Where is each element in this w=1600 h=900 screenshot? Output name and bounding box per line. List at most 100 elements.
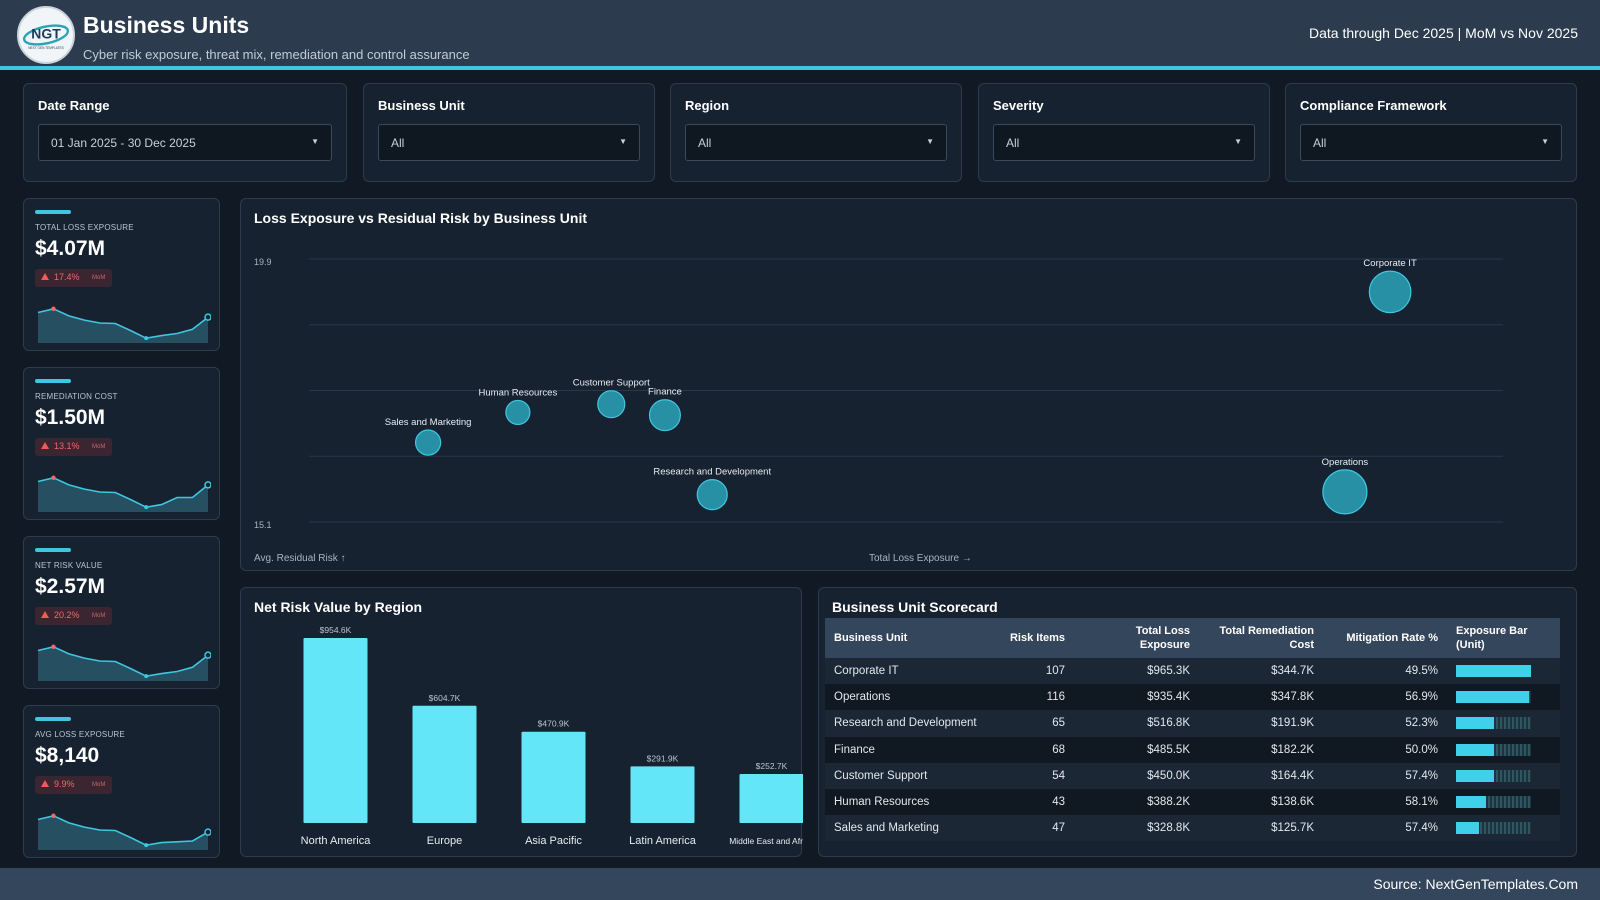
footer-bar: Source: NextGenTemplates.Com [0, 868, 1600, 900]
sparkline-area [38, 308, 208, 343]
kpi-delta-value: 20.2% [54, 610, 80, 620]
column-header[interactable]: Total Remediation Cost [1199, 618, 1323, 658]
cell-remediation-cost: $138.6K [1199, 788, 1323, 816]
kpi-delta-value: 9.9% [54, 779, 75, 789]
kpi-value: $8,140 [35, 744, 100, 767]
bar[interactable] [630, 766, 695, 823]
header-accent-line [0, 66, 1600, 70]
table-row[interactable]: Customer Support 54 $450.0K $164.4K 57.4% [825, 762, 1560, 789]
table-row[interactable]: Research and Development 65 $516.8K $191.9K… [825, 710, 1560, 737]
bar[interactable] [739, 774, 804, 823]
region-dropdown[interactable]: All ▼ [685, 124, 947, 161]
filter-date-range: Date Range 01 Jan 2025 - 30 Dec 2025 ▼ [23, 83, 347, 182]
column-header[interactable]: Exposure Bar (Unit) [1447, 618, 1560, 658]
cell-risk-items: 68 [997, 736, 1074, 763]
filter-compliance-framework: Compliance Framework All ▼ [1285, 83, 1577, 182]
bubble-point[interactable] [648, 399, 681, 432]
y-axis-label: Avg. Residual Risk ↑ [254, 553, 346, 564]
sparkline-low-marker [144, 505, 149, 510]
filter-label: Date Range [38, 98, 110, 113]
table-row[interactable]: Finance 68 $485.5K $182.2K 50.0% [825, 736, 1560, 763]
table-row[interactable]: Human Resources 43 $388.2K $138.6K 58.1% [825, 788, 1560, 816]
table-row[interactable]: Corporate IT 107 $965.3K $344.7K 49.5% [825, 658, 1560, 685]
bubble-point[interactable] [1322, 469, 1368, 515]
column-header[interactable]: Risk Items [997, 618, 1074, 658]
sparkline-line [37, 476, 209, 509]
bar[interactable] [521, 731, 586, 823]
cell-total-loss: $450.0K [1074, 762, 1199, 789]
kpi-sparkline [37, 644, 211, 681]
exposure-bar [1456, 743, 1531, 756]
kpi-delta-label: MoM [92, 613, 106, 619]
kpi-card-avg-loss-exposure: AVG LOSS EXPOSURE $8,140 9.9% MoM [23, 705, 220, 858]
kpi-accent-bar [35, 548, 71, 552]
cell-mitigation-rate: 52.3% [1323, 710, 1447, 737]
cell-total-loss: $965.3K [1074, 658, 1199, 685]
scorecard-table: Business Unit Risk Items Total Loss Expo… [825, 618, 1560, 842]
table-row[interactable]: Sales and Marketing 47 $328.8K $125.7K 57.4% [825, 815, 1560, 842]
column-header[interactable]: Mitigation Rate % [1323, 618, 1447, 658]
kpi-delta-badge: 20.2% MoM [35, 607, 112, 625]
filter-label: Region [685, 98, 730, 113]
cell-mitigation-rate: 57.4% [1323, 815, 1447, 842]
bubble-point[interactable] [597, 390, 626, 419]
cell-total-loss: $516.8K [1074, 710, 1199, 737]
exposure-bar-fill [1456, 743, 1494, 756]
arrow-up-icon [41, 780, 49, 787]
arrow-up-icon [41, 273, 49, 280]
scorecard-title: Business Unit Scorecard [832, 599, 998, 615]
sparkline-end-marker [204, 313, 211, 321]
column-header[interactable]: Business Unit [825, 618, 997, 658]
column-header[interactable]: Total Loss Exposure [1074, 618, 1199, 658]
kpi-label: TOTAL LOSS EXPOSURE [35, 223, 134, 232]
bubble-point[interactable] [505, 399, 531, 426]
cell-exposure-bar [1447, 684, 1560, 711]
exposure-bar-fill [1456, 796, 1486, 809]
exposure-bar [1456, 769, 1531, 782]
caret-down-icon: ▼ [1234, 137, 1242, 146]
cell-total-loss: $388.2K [1074, 788, 1199, 816]
sparkline-line [37, 645, 209, 678]
kpi-value: $4.07M [35, 237, 106, 260]
date-range-dropdown[interactable]: 01 Jan 2025 - 30 Dec 2025 ▼ [38, 124, 332, 161]
sparkline-low-marker [144, 843, 149, 848]
severity-dropdown[interactable]: All ▼ [993, 124, 1255, 161]
business-unit-dropdown[interactable]: All ▼ [378, 124, 640, 161]
sparkline-peak-marker [51, 306, 56, 311]
cell-exposure-bar [1447, 710, 1560, 737]
caret-down-icon: ▼ [619, 137, 627, 146]
x-tick-label: Europe [427, 835, 462, 847]
exposure-bar [1456, 665, 1531, 678]
cell-business-unit: Sales and Marketing [825, 815, 997, 842]
kpi-accent-bar [35, 717, 71, 721]
cell-exposure-bar [1447, 658, 1560, 685]
kpi-card-total-loss-exposure: TOTAL LOSS EXPOSURE $4.07M 17.4% MoM [23, 198, 220, 351]
x-tick-label: North America [301, 835, 372, 847]
kpi-card-remediation-cost: REMEDIATION COST $1.50M 13.1% MoM [23, 367, 220, 520]
cell-business-unit: Research and Development [825, 710, 997, 737]
bubble-point[interactable] [696, 478, 728, 511]
bar-data-label: $604.7K [429, 693, 461, 703]
compliance-framework-dropdown[interactable]: All ▼ [1300, 124, 1562, 161]
logo-subtext: NEXT GEN TEMPLATES [28, 46, 63, 50]
dropdown-value: All [1006, 136, 1020, 150]
cell-remediation-cost: $344.7K [1199, 658, 1323, 685]
bar-data-label: $954.6K [320, 625, 352, 635]
bar[interactable] [412, 705, 477, 823]
bubble-label: Corporate IT [1363, 258, 1417, 269]
filter-label: Business Unit [378, 98, 465, 113]
filter-severity: Severity All ▼ [978, 83, 1270, 182]
bar[interactable] [303, 638, 368, 823]
table-row[interactable]: Operations 116 $935.4K $347.8K 56.9% [825, 684, 1560, 711]
sparkline-end-marker [204, 481, 211, 489]
filter-label: Severity [993, 98, 1044, 113]
bubble-point[interactable] [414, 429, 442, 456]
exposure-bar [1456, 717, 1531, 730]
cell-mitigation-rate: 57.4% [1323, 762, 1447, 789]
sparkline-end-marker [204, 651, 211, 659]
bubble-point[interactable] [1368, 270, 1412, 314]
filter-region: Region All ▼ [670, 83, 962, 182]
kpi-sparkline [37, 306, 211, 343]
sparkline-line [37, 307, 209, 340]
sparkline-area [38, 815, 208, 850]
